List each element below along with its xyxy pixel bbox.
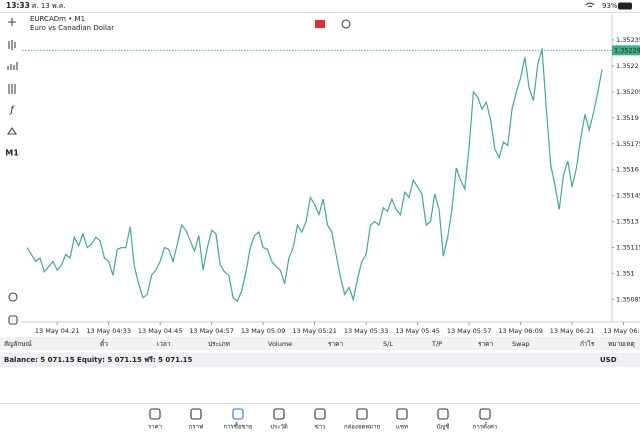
tab-icon <box>356 408 368 420</box>
x-tick-label: 13 May 05:33 <box>344 327 389 335</box>
status-time: 13:33 <box>6 1 30 10</box>
last-price-box <box>612 45 640 56</box>
tab-icon <box>273 408 285 420</box>
indicator-tool[interactable] <box>7 62 18 70</box>
y-tick-label: 1.3519 <box>616 114 639 122</box>
table-column-header[interactable]: S/L <box>383 340 393 348</box>
tab-icon <box>314 408 326 420</box>
tab-button[interactable]: ราคา <box>148 408 162 431</box>
table-column-header[interactable]: ราคา <box>478 340 493 348</box>
tab-button[interactable]: บัญชี <box>437 408 450 431</box>
zoom-tool[interactable] <box>8 292 18 302</box>
tab-label[interactable]: ราคา <box>148 424 162 431</box>
tab-label[interactable]: การตั้งค่า <box>473 421 497 431</box>
balance-currency: USD <box>600 356 617 364</box>
y-tick-label: 1.35145 <box>616 192 640 200</box>
table-column-header[interactable]: สัญลักษณ์ <box>4 340 32 348</box>
tab-button[interactable]: ประวัติ <box>270 408 288 431</box>
y-tick-label: 1.35175 <box>616 140 640 148</box>
chart-symbol: EURCADm • M1 <box>30 15 85 23</box>
x-tick-label: 13 May 05:57 <box>447 327 492 335</box>
x-tick-label: 13 May 06:21 <box>550 327 595 335</box>
table-column-header[interactable]: ตั๋ว <box>100 339 108 348</box>
x-tick-label: 13 May 06:09 <box>498 327 543 335</box>
one-click-icon[interactable] <box>315 20 325 28</box>
x-tick-label: 13 May 05:45 <box>395 327 440 335</box>
table-column-header[interactable]: กำไร <box>580 340 595 348</box>
y-tick-label: 1.351 <box>616 270 635 278</box>
status-date: ศ. 13 พ.ค. <box>32 2 66 10</box>
last-price-label: 1.35229 <box>614 46 640 54</box>
tab-label[interactable]: ข่าว <box>315 424 326 431</box>
tab-icon <box>232 408 244 420</box>
tab-label[interactable]: การซื้อขาย <box>224 421 253 431</box>
tab-label[interactable]: แชท <box>396 424 408 431</box>
table-column-header[interactable]: Volume <box>268 340 292 348</box>
settings-tool[interactable] <box>8 84 16 94</box>
tab-button[interactable]: แชท <box>396 408 408 431</box>
chart-description: Euro vs Canadian Dollar <box>30 24 114 32</box>
x-tick-label: 13 May 06:3 <box>603 327 640 335</box>
tab-button[interactable]: การตั้งค่า <box>473 408 497 431</box>
y-tick-label: 1.3513 <box>616 218 639 226</box>
y-tick-label: 1.3522 <box>616 62 639 70</box>
tab-button[interactable]: กราฟ <box>189 408 203 431</box>
x-tick-label: 13 May 04:33 <box>86 327 131 335</box>
chart-type-tool[interactable] <box>8 40 16 50</box>
tab-icon <box>437 408 449 420</box>
table-column-header[interactable]: Swap <box>512 340 530 348</box>
trade-tool[interactable] <box>8 315 18 325</box>
x-tick-label: 13 May 04:21 <box>35 327 80 335</box>
y-tick-label: 1.35115 <box>616 244 640 252</box>
table-column-header[interactable]: T/P <box>431 340 442 348</box>
y-tick-label: 1.35235 <box>616 36 640 44</box>
status-battery: 93% <box>602 2 618 10</box>
function-tool[interactable]: ƒ <box>8 106 15 116</box>
wifi-icon <box>585 2 595 8</box>
tab-icon <box>190 408 202 420</box>
signal-icon[interactable] <box>341 19 351 29</box>
tab-button[interactable]: การซื้อขาย <box>224 408 253 431</box>
table-column-header[interactable]: หมายเหตุ <box>608 340 635 348</box>
x-tick-label: 13 May 04:45 <box>138 327 183 335</box>
x-tick-label: 13 May 05:21 <box>292 327 337 335</box>
objects-tool[interactable] <box>6 127 18 135</box>
y-tick-label: 1.35205 <box>616 88 640 96</box>
price-line <box>26 48 603 303</box>
tab-icon <box>149 408 161 420</box>
tab-label[interactable]: ประวัติ <box>270 424 288 431</box>
tab-label[interactable]: กราฟ <box>189 424 203 431</box>
tab-icon <box>396 408 408 420</box>
y-tick-label: 1.35085 <box>616 296 640 304</box>
x-tick-label: 13 May 05:09 <box>241 327 286 335</box>
tab-icon <box>479 408 491 420</box>
left-toolbar: ƒ M1 <box>5 18 19 325</box>
crosshair-tool[interactable] <box>8 18 16 26</box>
x-tick-label: 13 May 04:57 <box>189 327 234 335</box>
tab-label[interactable]: บัญชี <box>437 423 450 431</box>
battery-icon <box>618 2 632 10</box>
balance-text: Balance: 5 071.15 Equity: 5 071.15 ฟรี: … <box>4 356 193 364</box>
table-header-bg <box>0 337 640 350</box>
table-column-header[interactable]: ราคา <box>328 340 343 348</box>
timeframe-button[interactable]: M1 <box>5 149 19 158</box>
balance-bg <box>0 353 640 367</box>
table-column-header[interactable]: เวลา <box>157 340 171 348</box>
tab-button[interactable]: ข่าว <box>314 408 326 431</box>
y-tick-label: 1.3516 <box>616 166 639 174</box>
tab-label[interactable]: กล่องจดหมาย <box>344 424 380 431</box>
tab-button[interactable]: กล่องจดหมาย <box>344 408 380 431</box>
table-column-header[interactable]: ประเภท <box>208 340 230 348</box>
